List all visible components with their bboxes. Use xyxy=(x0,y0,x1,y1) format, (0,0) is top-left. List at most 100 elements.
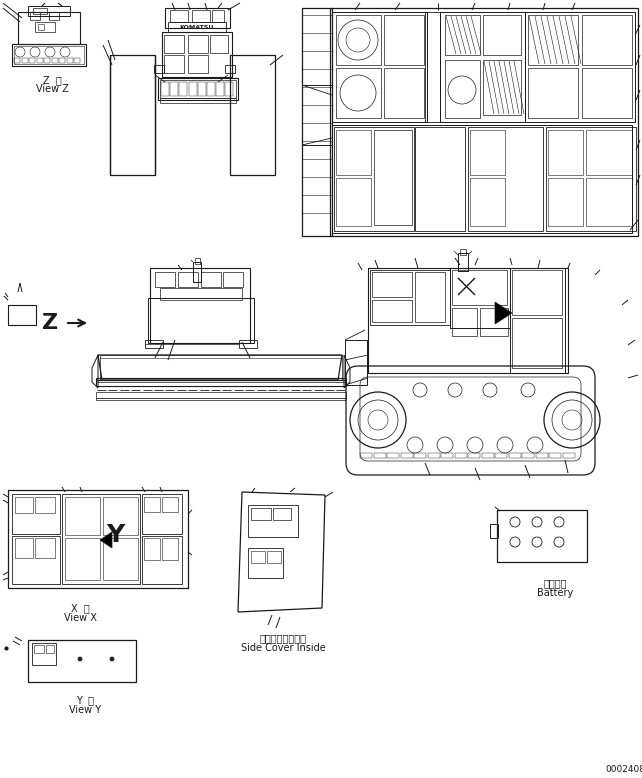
Bar xyxy=(144,538,160,560)
Text: バッテリ: バッテリ xyxy=(543,578,567,588)
Bar xyxy=(470,130,505,175)
Bar xyxy=(239,340,257,348)
Bar xyxy=(441,453,453,458)
Bar xyxy=(445,60,480,118)
Bar xyxy=(160,288,242,300)
Bar xyxy=(14,58,20,63)
Bar xyxy=(528,68,578,118)
Bar xyxy=(170,82,178,96)
Bar xyxy=(100,355,342,380)
Bar xyxy=(12,494,60,534)
Bar xyxy=(483,15,521,55)
Bar xyxy=(145,340,163,348)
Bar xyxy=(144,497,160,512)
Bar xyxy=(460,249,466,255)
Bar xyxy=(35,538,55,558)
Bar xyxy=(302,8,332,236)
Bar xyxy=(512,270,562,315)
Bar xyxy=(384,15,424,65)
Bar xyxy=(154,65,164,73)
Bar xyxy=(483,60,521,115)
Bar xyxy=(29,58,35,63)
Bar xyxy=(110,55,155,175)
Bar xyxy=(510,268,565,373)
Bar xyxy=(162,538,178,560)
Bar xyxy=(201,272,221,287)
Bar xyxy=(248,548,283,578)
Bar xyxy=(497,510,587,562)
Bar xyxy=(374,130,412,225)
Bar xyxy=(142,494,182,534)
Bar xyxy=(8,490,188,588)
Bar xyxy=(360,453,372,458)
Bar xyxy=(18,12,80,44)
Bar xyxy=(74,58,80,63)
Bar xyxy=(490,524,498,538)
Bar xyxy=(374,453,385,458)
Text: KOMATSU: KOMATSU xyxy=(180,24,214,30)
Bar xyxy=(188,35,208,53)
Bar xyxy=(46,645,54,653)
Bar xyxy=(28,640,136,682)
Bar xyxy=(21,58,28,63)
Bar xyxy=(332,125,632,233)
Bar xyxy=(158,78,238,100)
Bar xyxy=(8,305,36,325)
Bar xyxy=(450,268,510,328)
Bar xyxy=(302,85,332,145)
Bar xyxy=(428,453,440,458)
Bar xyxy=(32,643,56,665)
Bar xyxy=(368,268,568,373)
Bar xyxy=(192,10,210,22)
Bar xyxy=(452,270,507,305)
Bar xyxy=(535,453,548,458)
Bar xyxy=(334,127,414,231)
Bar xyxy=(34,645,44,653)
Bar xyxy=(332,12,427,122)
Bar xyxy=(65,538,100,580)
Bar xyxy=(495,453,507,458)
Bar xyxy=(546,127,636,231)
Bar xyxy=(210,35,228,53)
Bar xyxy=(59,58,65,63)
Bar xyxy=(330,8,638,236)
Bar xyxy=(178,272,198,287)
Bar xyxy=(414,453,426,458)
Text: Battery: Battery xyxy=(537,588,573,598)
Bar xyxy=(96,378,346,386)
Bar xyxy=(212,10,224,22)
Bar xyxy=(67,58,73,63)
Text: Side Cover Inside: Side Cover Inside xyxy=(241,643,325,653)
Bar xyxy=(49,12,59,20)
Bar xyxy=(458,253,468,271)
Text: Y: Y xyxy=(106,523,124,547)
Circle shape xyxy=(78,657,82,661)
Text: View X: View X xyxy=(64,613,96,623)
Bar xyxy=(142,536,182,584)
Bar xyxy=(150,268,250,343)
Bar xyxy=(51,58,58,63)
Polygon shape xyxy=(495,302,512,324)
Bar xyxy=(103,538,138,580)
Bar xyxy=(384,68,424,118)
Bar xyxy=(168,22,226,32)
Bar xyxy=(12,44,86,66)
Bar xyxy=(562,453,575,458)
Bar xyxy=(582,68,632,118)
Bar xyxy=(336,15,381,65)
Bar xyxy=(336,178,371,226)
Bar xyxy=(14,46,84,64)
Bar xyxy=(401,453,413,458)
Bar xyxy=(525,12,635,122)
Bar xyxy=(248,505,298,537)
Bar xyxy=(267,551,281,563)
Bar xyxy=(415,272,445,322)
Bar xyxy=(65,497,100,535)
Bar xyxy=(336,130,371,175)
Bar xyxy=(452,308,477,336)
Bar xyxy=(164,55,184,73)
Bar xyxy=(216,82,224,96)
Bar xyxy=(345,340,367,385)
Polygon shape xyxy=(100,532,112,548)
Bar xyxy=(225,65,235,73)
